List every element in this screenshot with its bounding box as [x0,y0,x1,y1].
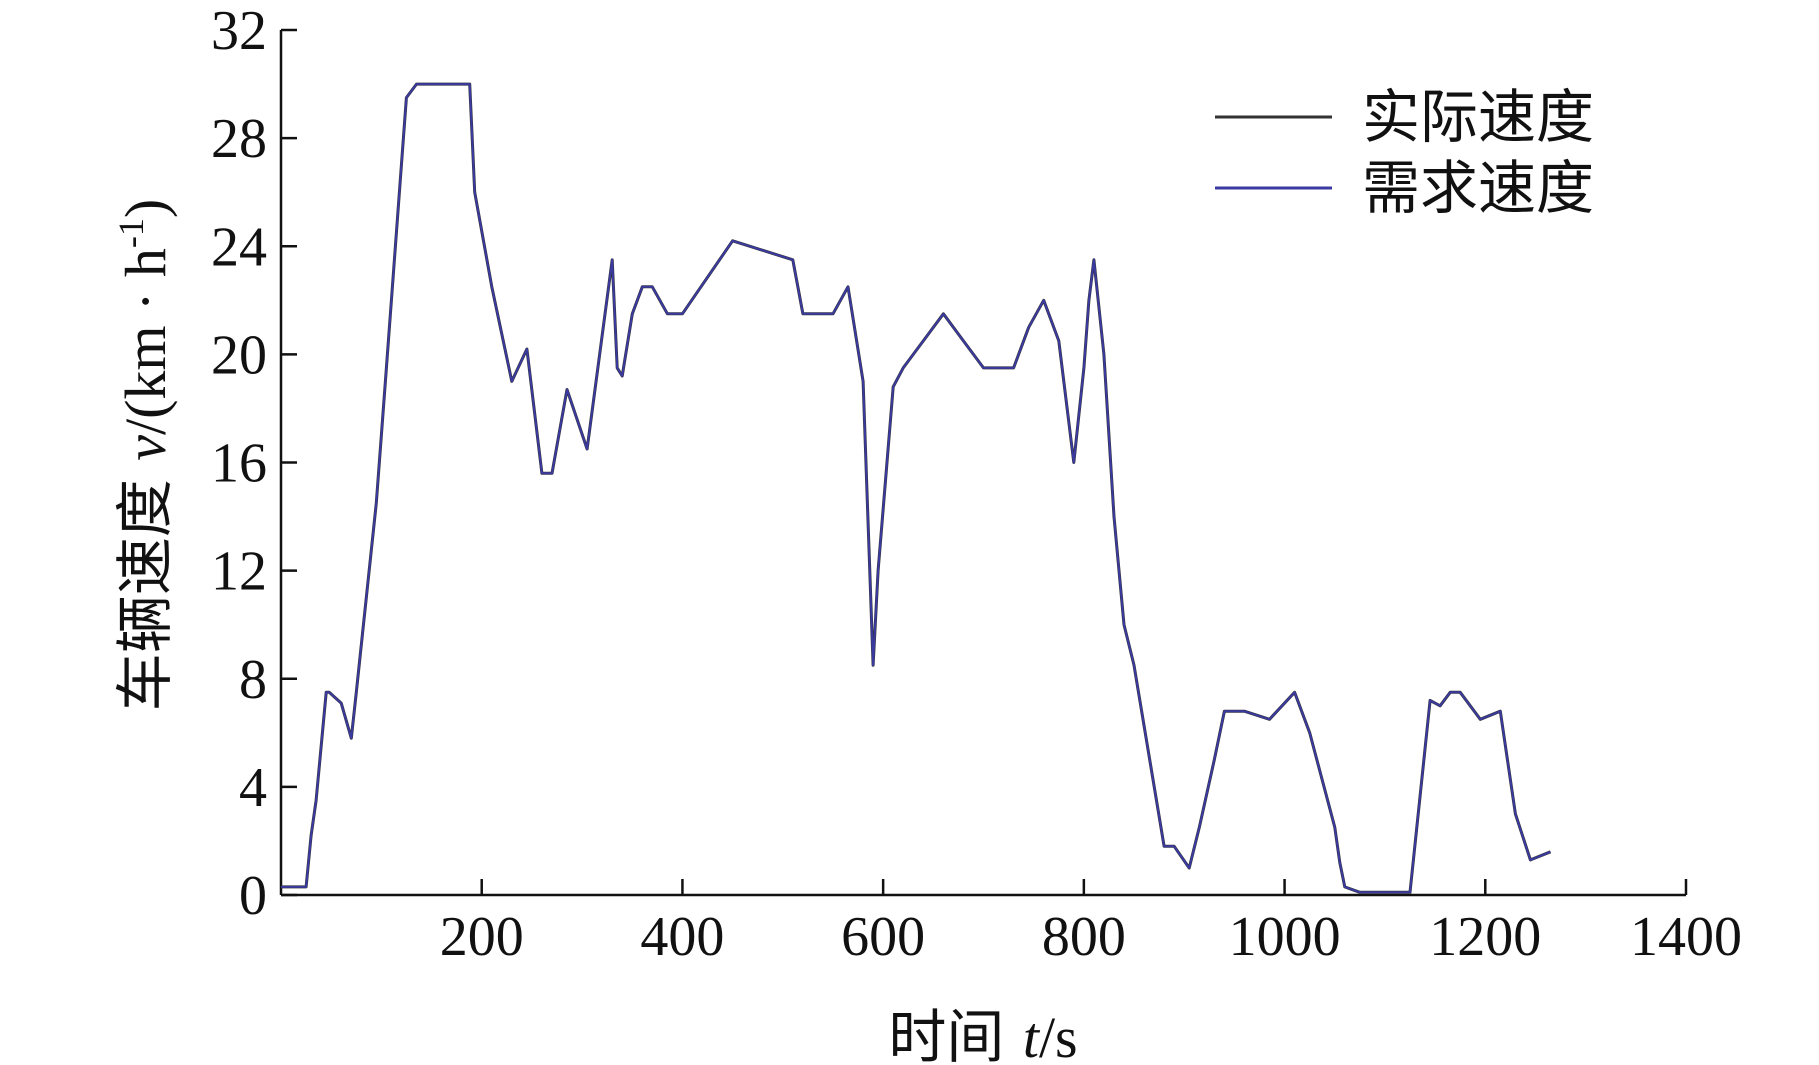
y-axis-title-sup: -1 [111,218,151,248]
y-axis-title: 车辆速度 v/(km · h-1) [111,199,179,711]
x-tick-label: 400 [640,906,724,968]
x-axis-title-prefix: 时间 [888,1003,1022,1065]
series-line-demand [281,83,1551,894]
x-ticks: 200 400 600 800 1000 1200 1400 [440,879,1742,968]
x-axis-title-suffix: /s [1039,1005,1078,1065]
x-tick-label: 800 [1042,906,1126,968]
y-axis-title-close: ) [113,199,178,218]
x-tick-label: 600 [841,906,925,968]
legend: 实际速度 需求速度 [1215,83,1594,222]
x-tick-label: 1000 [1229,906,1341,968]
y-tick-label: 28 [211,108,267,170]
y-tick-label: 4 [239,757,267,819]
y-tick-label: 12 [211,541,267,603]
x-axis-title: 时间 t/s [888,1003,1077,1065]
x-tick-label: 1400 [1630,906,1742,968]
x-tick-label: 200 [440,906,524,968]
y-tick-label: 8 [239,649,267,711]
y-axis-title-prefix: 车辆速度 [111,461,179,711]
y-axis-title-unit: /(km · h [113,248,178,435]
y-axis-title-var: v [113,435,178,461]
x-tick-label: 1200 [1429,906,1541,968]
y-tick-label: 24 [211,216,267,278]
y-ticks: 0 4 8 12 16 20 24 28 32 [211,0,297,927]
x-axis-title-var: t [1023,1005,1041,1065]
series-line-actual [281,82,1552,894]
y-tick-label: 20 [211,324,267,386]
y-tick-label: 0 [239,865,267,927]
series-lines [281,82,1552,894]
y-tick-label: 32 [211,0,267,62]
legend-label-actual: 实际速度 [1362,83,1594,151]
legend-label-demand: 需求速度 [1362,154,1594,222]
y-tick-label: 16 [211,433,267,495]
